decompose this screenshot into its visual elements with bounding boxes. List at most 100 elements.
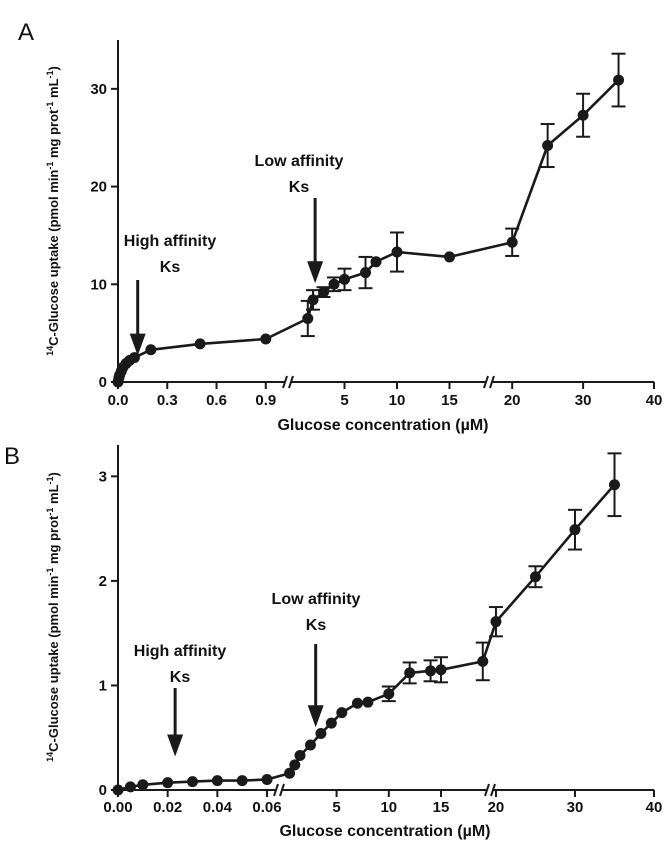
y-axis-label-sup: -1 [45,162,55,170]
y-axis-label-sup: 14 [45,346,55,356]
x-tick-label: 0.00 [103,799,132,816]
data-point [425,665,437,677]
y-tick-label: 0 [99,782,107,799]
x-tick-label: 0.06 [252,799,281,816]
data-point [315,728,327,740]
axis-break-mark [489,375,495,389]
axis-break-mark [490,783,496,797]
y-axis-label-sup: -1 [45,508,55,516]
chart-panel-b: B 0 1 2 3 0.00 0.02 0.04 0.06 5 10 15 20 30 40 Glucose … [4,443,662,840]
data-point [162,777,174,789]
y-axis-label-part: mL [46,78,61,101]
y-tick-label: 30 [90,81,107,98]
data-point [325,717,337,729]
data-point [360,267,372,279]
data-point [542,140,554,152]
data-point [490,616,502,628]
annotation-label: Ks [160,259,181,276]
axis-break-mark [484,783,490,797]
y-axis-label-sup: -1 [45,102,55,110]
data-point [307,294,319,306]
x-tick-label: 15 [433,799,450,816]
data-point [318,286,330,298]
data-point [302,312,314,324]
x-tick-label: 5 [340,392,348,409]
chart-panel-a: A 0 10 20 30 0.0 0.3 0.6 0.9 5 10 15 20 30 40 Glucose c… [18,19,662,434]
series-line [117,483,616,792]
data-point [304,739,316,751]
data-point [383,688,395,700]
annotation-arrow-head [167,734,184,757]
y-axis-label-part: mg prot [46,515,61,568]
axis-break-gap [285,378,291,386]
x-axis-label: Glucose concentration (µM) [277,417,488,434]
y-axis-label-part: C-Glucose uptake (pmol min [46,576,61,752]
y-axis-label-part: mg prot [46,109,61,162]
x-tick-label: 5 [332,799,340,816]
data-point [112,784,124,796]
data-point [362,696,374,708]
data-point [128,352,140,364]
panel-letter: B [4,443,20,470]
y-axis-label-part: mL [46,484,61,507]
data-point [404,667,416,679]
axis-break-mark [273,783,279,797]
data-point [328,278,340,290]
axis-break-mark [483,375,489,389]
annotation-arrow-head [129,333,146,356]
y-axis-label-part: ) [46,66,61,70]
annotation-label: Ks [306,617,327,634]
y-tick-label: 1 [99,677,107,694]
x-tick-label: 0.0 [108,392,129,409]
x-tick-label: 10 [380,799,397,816]
data-point [294,750,306,761]
x-tick-label: 0.02 [153,799,182,816]
y-tick-label: 0 [99,374,107,391]
x-tick-label: 10 [389,392,406,409]
data-point [284,767,296,779]
annotation-label: Ks [170,669,191,686]
x-tick-label: 20 [504,392,521,409]
data-point [236,775,248,787]
y-tick-label: 10 [90,276,107,293]
data-point [529,571,541,583]
y-tick-label: 3 [99,468,107,485]
data-point [339,273,351,285]
axis-break-mark [282,375,288,389]
y-axis-label-part: C-Glucose uptake (pmol min [46,170,61,346]
annotation-label: High affinity [134,643,227,660]
y-axis-label-sup: 14 [45,752,55,762]
x-tick-label: 15 [441,392,458,409]
annotation-label: Low affinity [272,591,361,608]
data-point [187,776,199,788]
axis-break-gap [276,786,282,794]
axis-break-mark [288,375,294,389]
annotation-label: Low affinity [255,153,344,170]
data-point [370,256,382,268]
y-axis-label-sup: -1 [45,70,55,78]
data-point [261,774,273,786]
x-tick-label: 30 [567,799,584,816]
data-point [194,338,206,350]
axis-break-gap [487,786,493,794]
annotation-arrow-head [307,261,324,284]
annotation-arrow-head [307,705,324,728]
data-point [260,333,272,345]
data-point [145,344,157,356]
data-point [211,775,223,787]
data-point [569,524,581,536]
data-point [506,236,518,248]
series-line [116,79,620,383]
axis-break-mark [279,783,285,797]
panel-letter: A [18,19,34,46]
y-axis-label: 14C-Glucose uptake (pmol min-1 mg prot-1… [45,472,61,762]
axis-break-gap [486,378,492,386]
data-point [124,781,136,793]
data-point [444,251,456,263]
data-point [477,655,489,667]
x-axis-label: Glucose concentration (µM) [279,823,490,840]
data-point [137,779,149,791]
x-tick-label: 0.9 [255,392,276,409]
y-axis-label-sup: -1 [45,568,55,576]
